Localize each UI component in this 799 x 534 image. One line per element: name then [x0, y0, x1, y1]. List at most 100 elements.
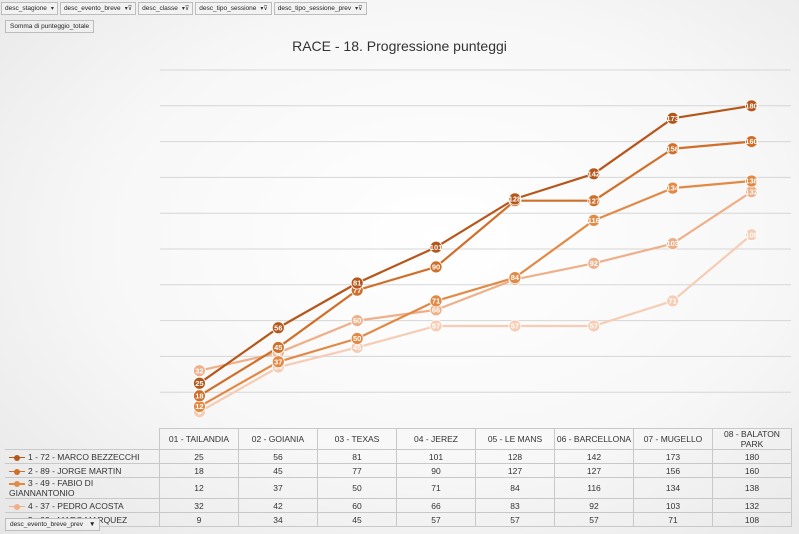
- table-cell: 45: [317, 512, 397, 527]
- data-label: 50: [353, 334, 361, 343]
- data-label: 32: [195, 366, 203, 375]
- legend-key-icon: [9, 453, 25, 461]
- filter-label: desc_classe: [142, 5, 178, 12]
- data-label: 142: [588, 169, 601, 178]
- table-cell: 103: [633, 498, 713, 513]
- data-label: 45: [274, 343, 282, 352]
- table-cell: 156: [633, 463, 713, 478]
- data-label: 60: [353, 316, 361, 325]
- data-point: [587, 167, 601, 181]
- data-point: [666, 111, 680, 125]
- data-point: [745, 99, 758, 113]
- series-line: [198, 179, 752, 408]
- table-cell: 127: [554, 463, 634, 478]
- table-cell: 132: [712, 498, 792, 513]
- filter-button[interactable]: desc_evento_breve ▾⊽: [59, 2, 137, 15]
- data-label: 173: [666, 114, 679, 123]
- data-point: [429, 240, 443, 254]
- filter-button[interactable]: desc_tipo_sessione_prev ▾⊽: [273, 2, 367, 15]
- data-label: 66: [432, 305, 440, 314]
- data-point: [587, 256, 601, 270]
- data-label: 134: [666, 184, 679, 193]
- table-cell: 101: [396, 449, 476, 464]
- table-cell: 45: [238, 463, 318, 478]
- data-label: 132: [745, 187, 758, 196]
- filter-icon: ▾⊽: [355, 6, 363, 12]
- series-line: [199, 190, 753, 372]
- data-point: [666, 237, 680, 251]
- data-label: 138: [745, 177, 758, 186]
- data-point: [429, 319, 443, 333]
- data-point: [193, 376, 206, 390]
- category-label: 02 - GOIANIA: [238, 428, 318, 450]
- category-label: 01 - TAILANDIA: [159, 428, 239, 450]
- data-label: 160: [745, 137, 758, 146]
- filter-button[interactable]: desc_stagione ▾: [1, 2, 58, 15]
- data-label: 25: [195, 379, 203, 388]
- legend-entry: 2 - 89 - JORGE MARTIN: [5, 463, 160, 478]
- filter-icon: ▾⊽: [124, 6, 133, 12]
- filter-label: desc_tipo_sessione: [199, 5, 257, 12]
- axis-field-button[interactable]: desc_evento_breve_prev ▼: [5, 518, 101, 531]
- data-point: [193, 389, 206, 403]
- table-cell: 81: [317, 449, 397, 464]
- data-point: [350, 314, 364, 328]
- series-name: 3 - 49 - FABIO DI GIANNANTONIO: [9, 478, 94, 498]
- filter-label: desc_stagione: [5, 5, 47, 12]
- table-row: 2 - 89 - JORGE MARTIN 18 45 77 90 127 127 156 16…: [5, 463, 792, 478]
- table-cell: 116: [554, 477, 634, 499]
- filter-button[interactable]: desc_tipo_sessione ▾⊽: [195, 2, 272, 15]
- legend-entry: 1 - 72 - MARCO BEZZECCHI: [5, 449, 160, 464]
- data-point: [193, 364, 206, 378]
- legend-key-icon: [9, 502, 25, 510]
- data-label: 45: [353, 343, 361, 352]
- value-field-button[interactable]: Somma di punteggio_totale: [5, 20, 95, 33]
- table-cell: 71: [396, 477, 476, 499]
- filter-button[interactable]: desc_classe ▾⊽: [138, 2, 194, 15]
- dropdown-icon: ▾: [50, 6, 54, 12]
- data-point: [587, 213, 601, 227]
- data-point: [271, 355, 285, 369]
- data-label: 156: [666, 144, 679, 153]
- category-label: 04 - JEREZ: [396, 428, 476, 450]
- table-cell: 84: [475, 477, 555, 499]
- data-label: 37: [274, 357, 282, 366]
- table-cell: 18: [159, 463, 239, 478]
- series-name: 1 - 72 - MARCO BEZZECCHI: [28, 451, 140, 462]
- data-label: 103: [666, 239, 679, 248]
- data-label: 84: [511, 273, 520, 282]
- table-cell: 160: [712, 463, 792, 478]
- series-name: 4 - 37 - PEDRO ACOSTA: [28, 500, 124, 511]
- data-label: 101: [430, 243, 443, 252]
- table-cell: 12: [159, 477, 239, 499]
- table-cell: 92: [554, 498, 634, 513]
- data-label: 71: [432, 297, 440, 306]
- dropdown-icon: ▼: [89, 521, 96, 528]
- data-label: 127: [588, 196, 601, 205]
- data-point: [350, 276, 364, 290]
- data-point: [745, 174, 758, 188]
- table-cell: 180: [712, 449, 792, 464]
- filter-icon: ▾⊽: [260, 6, 268, 12]
- data-point: [587, 319, 601, 333]
- table-cell: 173: [633, 449, 713, 464]
- table-cell: 56: [238, 449, 318, 464]
- table-cell: 128: [475, 449, 555, 464]
- data-label: 128: [509, 194, 522, 203]
- filter-label: desc_evento_breve: [63, 5, 121, 12]
- table-corner: [5, 428, 160, 450]
- table-cell: 42: [238, 498, 318, 513]
- table-row: 3 - 49 - FABIO DI GIANNANTONIO 12 37 50 71 84…: [5, 477, 792, 499]
- table-cell: 50: [317, 477, 397, 499]
- data-point: [508, 192, 522, 206]
- table-cell: 34: [238, 512, 318, 527]
- table-cell: 57: [475, 512, 555, 527]
- filter-label: desc_tipo_sessione_prev: [277, 5, 352, 12]
- category-label: 06 - BARCELLONA: [554, 428, 634, 450]
- table-cell: 57: [554, 512, 634, 527]
- filter-icon: ▾⊽: [181, 6, 190, 12]
- table-cell: 71: [633, 512, 713, 527]
- table-cell: 108: [712, 512, 792, 527]
- table-cell: 9: [159, 512, 239, 527]
